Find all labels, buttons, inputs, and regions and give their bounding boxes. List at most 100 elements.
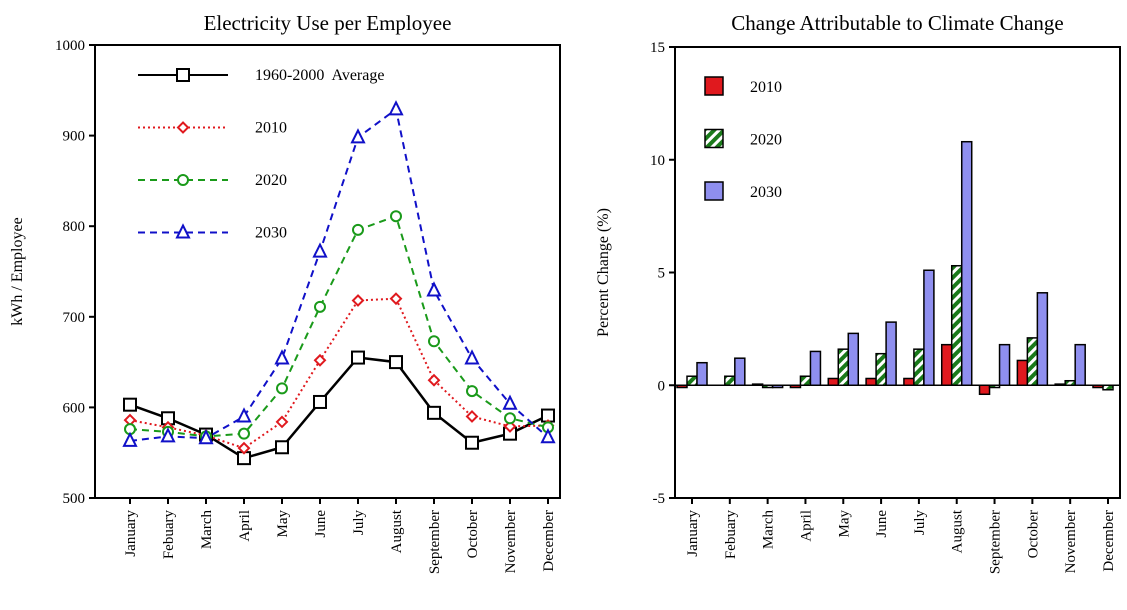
x-tick-label: September <box>988 510 1004 574</box>
point-marker <box>503 420 517 433</box>
point-marker <box>427 373 441 387</box>
bar <box>875 352 887 386</box>
legend-label: 2020 <box>750 132 782 149</box>
point-marker <box>389 355 403 370</box>
point-marker <box>313 353 327 367</box>
legend-label: 2030 <box>750 184 782 201</box>
bar <box>837 348 850 387</box>
point-marker <box>275 415 289 429</box>
bar <box>1036 292 1049 387</box>
x-tick-label: October <box>1025 510 1041 558</box>
y-tick-label: 15 <box>650 40 665 56</box>
chart-title: Electricity Use per Employee <box>204 11 452 35</box>
bar <box>761 384 774 389</box>
legend-swatch <box>704 76 724 96</box>
point-marker <box>312 242 328 258</box>
point-marker <box>351 350 365 365</box>
point-marker <box>465 410 479 423</box>
bar <box>978 384 991 396</box>
series-line <box>129 356 549 460</box>
series-line <box>129 107 549 442</box>
point-marker <box>123 397 137 412</box>
point-marker <box>428 335 440 348</box>
y-tick-label: 5 <box>658 266 666 282</box>
bar <box>827 377 840 386</box>
x-tick-label: May <box>836 510 852 538</box>
x-tick-label: March <box>199 510 215 550</box>
y-axis-label: kWh / Employee <box>9 217 26 325</box>
legend-marker <box>176 68 190 82</box>
bar <box>1054 383 1066 386</box>
series-line <box>129 214 549 438</box>
bar <box>724 375 736 387</box>
bar <box>1064 379 1076 386</box>
legend-marker <box>176 121 190 134</box>
x-tick-label: March <box>761 510 777 550</box>
bar <box>771 384 784 389</box>
y-tick-label: 10 <box>650 153 665 169</box>
x-tick-label: June <box>874 510 890 538</box>
x-tick-label: April <box>798 510 814 542</box>
x-tick-label: April <box>237 510 253 542</box>
x-tick-label: Febuary <box>161 510 177 560</box>
y-tick-label: -5 <box>653 491 666 507</box>
legend-label: 2010 <box>255 120 287 137</box>
point-marker <box>502 394 518 410</box>
bar <box>676 384 688 389</box>
point-marker <box>276 382 288 395</box>
legend-label: 2030 <box>255 225 287 242</box>
bar <box>847 332 860 387</box>
x-tick-label: October <box>465 510 481 558</box>
bar <box>809 350 822 386</box>
x-tick-label: June <box>313 510 329 538</box>
legend-marker <box>175 223 191 239</box>
x-tick-label: May <box>275 510 291 538</box>
bar <box>799 375 812 387</box>
x-tick-label: December <box>541 510 557 572</box>
point-marker <box>160 427 176 443</box>
point-marker <box>237 441 251 455</box>
point-marker <box>352 223 364 236</box>
legend-label: 2020 <box>255 172 287 189</box>
bar <box>885 321 897 386</box>
point-marker <box>236 407 252 423</box>
point-marker <box>314 300 326 313</box>
point-marker <box>351 294 365 307</box>
y-tick-label: 700 <box>63 310 86 326</box>
legend-swatch <box>704 128 724 149</box>
point-marker <box>275 440 289 455</box>
x-tick-label: November <box>1063 510 1079 573</box>
point-marker <box>122 431 138 447</box>
bar <box>751 383 764 386</box>
point-marker <box>388 100 404 116</box>
bar <box>998 343 1011 387</box>
bar <box>1092 384 1104 389</box>
bar <box>913 348 925 387</box>
x-tick-label: December <box>1101 510 1117 572</box>
x-tick-label: Febuary <box>723 510 739 560</box>
x-tick-label: January <box>685 510 701 557</box>
bar <box>950 264 963 386</box>
point-marker <box>504 412 516 425</box>
x-tick-label: July <box>351 510 367 536</box>
bar <box>696 361 708 387</box>
legend-label: 2010 <box>750 79 782 96</box>
y-tick-label: 1000 <box>55 38 85 54</box>
x-tick-label: August <box>950 509 966 553</box>
x-tick-label: August <box>389 509 405 553</box>
y-tick-label: 800 <box>63 219 86 235</box>
x-tick-label: July <box>912 510 928 536</box>
bar <box>988 384 1001 389</box>
point-marker <box>350 128 366 144</box>
point-marker <box>540 428 556 444</box>
point-marker <box>464 349 480 365</box>
x-tick-label: September <box>427 510 443 574</box>
point-marker <box>313 394 327 409</box>
y-tick-label: 0 <box>658 378 666 394</box>
y-axis-label: Percent Change (%) <box>595 208 612 337</box>
bar <box>923 269 935 386</box>
bar <box>734 357 746 387</box>
bar <box>865 377 877 386</box>
